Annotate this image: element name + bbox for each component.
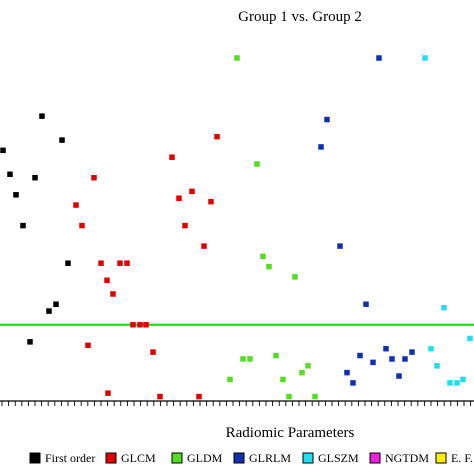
data-point	[254, 161, 260, 167]
data-point	[65, 260, 71, 266]
data-point	[409, 349, 415, 355]
data-point	[454, 380, 460, 386]
data-point	[73, 202, 79, 208]
legend-swatch	[302, 452, 314, 464]
data-point	[389, 356, 395, 362]
data-point	[273, 352, 279, 359]
data-point	[428, 345, 434, 352]
legend-swatch	[29, 452, 41, 464]
chart-title: Group 1 vs. Group 2	[238, 9, 362, 25]
data-point	[396, 373, 402, 379]
data-point	[39, 113, 45, 119]
data-point	[247, 356, 253, 362]
data-point	[324, 116, 330, 123]
data-point	[402, 356, 408, 362]
data-point	[182, 222, 188, 229]
data-point	[105, 390, 111, 396]
data-point	[318, 144, 324, 150]
data-point	[344, 369, 350, 376]
legend-label: GLSZM	[318, 451, 359, 465]
data-point	[266, 263, 272, 270]
data-point	[363, 301, 369, 307]
data-point	[0, 147, 6, 154]
data-point	[441, 304, 447, 311]
data-point	[208, 198, 214, 205]
data-point	[383, 345, 389, 352]
data-point	[196, 393, 202, 400]
legend-swatch	[369, 452, 381, 464]
data-point	[176, 195, 182, 201]
data-point	[467, 335, 473, 342]
data-point	[201, 243, 207, 249]
data-point	[91, 174, 97, 181]
data-point	[460, 376, 466, 383]
x-axis-label: Radiomic Parameters	[226, 425, 355, 441]
legend-swatch	[171, 452, 183, 464]
legend-label: E. F.	[451, 451, 473, 465]
data-points	[0, 55, 473, 400]
data-point	[376, 55, 382, 61]
data-point	[110, 291, 116, 297]
data-point	[98, 260, 104, 266]
data-point	[422, 55, 428, 61]
data-point	[46, 308, 52, 314]
data-point	[299, 369, 305, 376]
data-point	[150, 349, 156, 355]
data-point	[104, 277, 110, 284]
data-point	[7, 171, 13, 178]
legend-swatch	[435, 452, 447, 464]
data-point	[20, 222, 26, 229]
data-point	[447, 380, 453, 386]
data-point	[53, 301, 59, 307]
legend-label: First order	[45, 451, 95, 465]
data-point	[27, 339, 33, 345]
data-point	[157, 393, 163, 400]
data-point	[234, 55, 240, 61]
data-point	[85, 342, 91, 349]
data-point	[143, 322, 149, 328]
legend-swatch	[105, 452, 117, 464]
data-point	[292, 274, 298, 280]
data-point	[260, 253, 266, 260]
x-axis	[0, 400, 474, 406]
data-point	[305, 363, 311, 369]
data-point	[137, 322, 143, 328]
data-point	[286, 393, 292, 400]
data-point	[357, 352, 363, 359]
data-point	[79, 222, 85, 229]
legend-label: GLDM	[187, 451, 223, 465]
legend-label: NGTDM	[385, 451, 429, 465]
data-point	[169, 154, 175, 160]
data-point	[370, 359, 376, 366]
data-point	[32, 174, 38, 181]
legend-label: GLRLM	[249, 451, 291, 465]
data-point	[124, 260, 130, 266]
data-point	[59, 137, 65, 143]
data-point	[337, 243, 343, 249]
data-point	[240, 356, 246, 362]
data-point	[227, 376, 233, 383]
data-point	[117, 260, 123, 266]
legend-swatch	[233, 452, 245, 464]
legend: First order GLCM GLDM GLRLM GLSZM NGTDM E. F.	[29, 451, 473, 465]
data-point	[350, 380, 356, 386]
data-point	[280, 376, 286, 383]
data-point	[214, 133, 220, 140]
legend-label: GLCM	[121, 451, 156, 465]
data-point	[189, 188, 195, 195]
data-point	[434, 363, 440, 369]
data-point	[130, 322, 136, 328]
data-point	[312, 393, 318, 400]
data-point	[13, 192, 19, 198]
